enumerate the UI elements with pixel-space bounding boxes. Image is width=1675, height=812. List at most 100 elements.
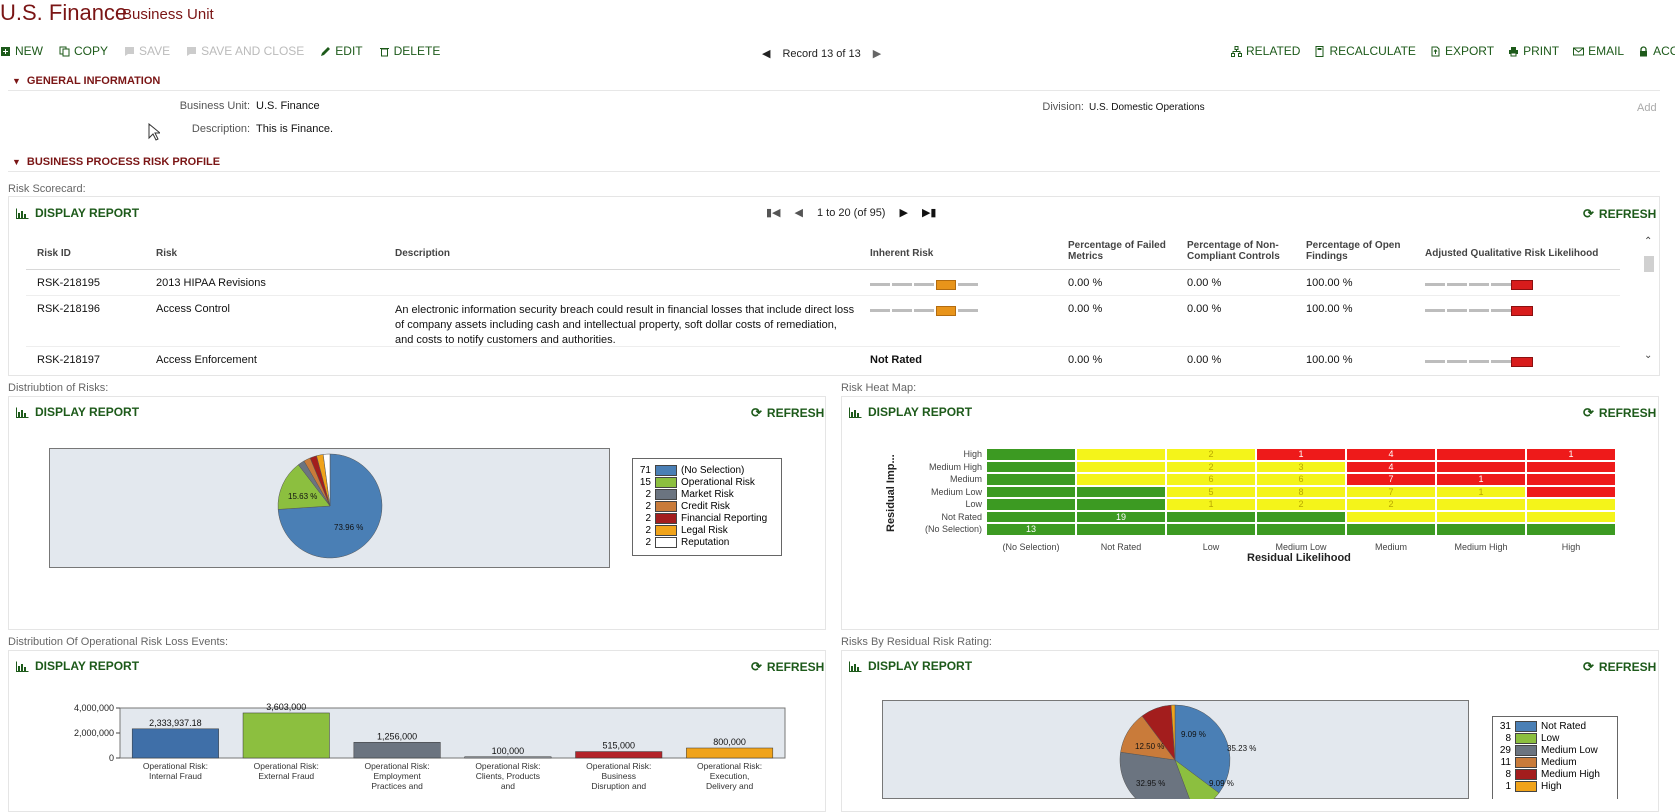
scorecard-refresh-button[interactable]: ⟳ REFRESH: [1583, 206, 1656, 222]
save-and-close-button[interactable]: SAVE AND CLOSE: [186, 44, 304, 58]
heatmap-display-report-button[interactable]: DISPLAY REPORT: [849, 405, 972, 419]
column-header-open-findings[interactable]: Percentage of Open Findings: [1306, 240, 1401, 262]
table-row[interactable]: RSK-218195 2013 HIPAA Revisions 0.00 % 0…: [26, 270, 1620, 294]
heatmap-cell[interactable]: [1436, 498, 1526, 511]
heatmap-cell[interactable]: 8: [1256, 485, 1346, 498]
heatmap-cell[interactable]: [986, 448, 1076, 461]
heatmap-cell[interactable]: [1076, 448, 1166, 461]
heatmap-cell[interactable]: [1256, 510, 1346, 523]
export-button[interactable]: EXPORT: [1430, 44, 1494, 58]
heatmap-cell[interactable]: 1: [1436, 473, 1526, 486]
edit-button[interactable]: EDIT: [320, 44, 363, 58]
heatmap-cell[interactable]: [1166, 523, 1256, 536]
heatmap-refresh-button[interactable]: ⟳ REFRESH: [1583, 405, 1656, 421]
heatmap-cell[interactable]: 2: [1166, 460, 1256, 473]
oprisk-refresh-button[interactable]: ⟳ REFRESH: [751, 659, 824, 675]
heatmap-cell[interactable]: 1: [1166, 498, 1256, 511]
delete-button[interactable]: DELETE: [379, 44, 440, 58]
copy-button[interactable]: COPY: [59, 44, 108, 58]
table-row[interactable]: RSK-218197 Access Enforcement Not Rated …: [26, 347, 1620, 371]
first-page-icon[interactable]: ▮◀: [766, 207, 781, 219]
heatmap-cell[interactable]: [1526, 498, 1616, 511]
column-header-risk[interactable]: Risk: [156, 248, 178, 259]
next-page-icon[interactable]: ▶: [899, 207, 908, 219]
heatmap-cell[interactable]: 3: [1256, 460, 1346, 473]
related-button[interactable]: RELATED: [1231, 44, 1300, 58]
heatmap-cell[interactable]: [1346, 510, 1436, 523]
column-header-inherent-risk[interactable]: Inherent Risk: [870, 248, 934, 259]
heatmap-cell[interactable]: [1076, 498, 1166, 511]
heatmap-cell[interactable]: [986, 498, 1076, 511]
legend-item: 8 Medium High: [1493, 768, 1617, 780]
heatmap-cell[interactable]: [1076, 485, 1166, 498]
column-header-risk-likelihood[interactable]: Adjusted Qualitative Risk Likelihood: [1425, 248, 1599, 259]
column-header-noncompliant-controls[interactable]: Percentage of Non-Compliant Controls: [1187, 240, 1280, 262]
heatmap-cell[interactable]: [1436, 460, 1526, 473]
heatmap-cell[interactable]: [1166, 510, 1256, 523]
heatmap-cell[interactable]: [1076, 460, 1166, 473]
print-button[interactable]: PRINT: [1508, 44, 1559, 58]
scroll-down-icon[interactable]: ⌄: [1644, 350, 1653, 361]
distribution-refresh-button[interactable]: ⟳ REFRESH: [751, 405, 824, 421]
column-header-description[interactable]: Description: [395, 248, 451, 259]
general-information-header[interactable]: ▼ GENERAL INFORMATION: [12, 75, 160, 87]
save-button[interactable]: SAVE: [124, 44, 170, 58]
residual-display-report-button[interactable]: DISPLAY REPORT: [849, 659, 972, 673]
column-header-risk-id[interactable]: Risk ID: [37, 248, 71, 259]
heatmap-cell[interactable]: [986, 460, 1076, 473]
heatmap-cell[interactable]: 7: [1346, 473, 1436, 486]
access-button[interactable]: ACCES: [1638, 44, 1675, 58]
recalculate-button[interactable]: RECALCULATE: [1314, 44, 1416, 58]
heatmap-cell[interactable]: 2: [1256, 498, 1346, 511]
heatmap-cell[interactable]: 2: [1346, 498, 1436, 511]
heatmap-cell[interactable]: 1: [1256, 448, 1346, 461]
heatmap-cell[interactable]: 1: [1436, 485, 1526, 498]
heatmap-cell[interactable]: [1346, 523, 1436, 536]
scrollbar-thumb[interactable]: [1644, 256, 1654, 272]
email-button[interactable]: EMAIL: [1573, 44, 1624, 58]
heatmap-cell[interactable]: [986, 510, 1076, 523]
distribution-display-report-button[interactable]: DISPLAY REPORT: [16, 405, 139, 419]
heatmap-cell[interactable]: [1076, 473, 1166, 486]
division-value[interactable]: U.S. Domestic Operations: [1089, 102, 1205, 113]
heatmap-cell[interactable]: 19: [1076, 510, 1166, 523]
heatmap-cell[interactable]: [1436, 448, 1526, 461]
heatmap-cell[interactable]: [1526, 460, 1616, 473]
heatmap-cell[interactable]: [986, 485, 1076, 498]
scroll-up-icon[interactable]: ⌃: [1644, 236, 1653, 247]
heatmap-cell[interactable]: [1256, 523, 1346, 536]
previous-page-icon[interactable]: ◀: [794, 207, 803, 219]
heatmap-cell[interactable]: [1526, 473, 1616, 486]
heatmap-cell[interactable]: [1436, 523, 1526, 536]
heatmap-cell[interactable]: [1526, 485, 1616, 498]
heatmap-cell[interactable]: [1076, 523, 1166, 536]
heatmap-cell[interactable]: 4: [1346, 448, 1436, 461]
heatmap-cell[interactable]: 4: [1346, 460, 1436, 473]
next-record-icon[interactable]: ▶: [872, 48, 882, 60]
table-row[interactable]: RSK-218196 Access Control An electronic …: [26, 296, 1620, 346]
scorecard-scrollbar[interactable]: ⌃ ⌄: [1642, 236, 1656, 370]
new-button[interactable]: NEW: [0, 44, 43, 58]
oprisk-display-report-button[interactable]: DISPLAY REPORT: [16, 659, 139, 673]
heatmap-cell[interactable]: [1436, 510, 1526, 523]
refresh-icon: ⟳: [751, 405, 762, 420]
heatmap-cell[interactable]: [986, 473, 1076, 486]
column-header-failed-metrics[interactable]: Percentage of Failed Metrics: [1068, 240, 1166, 262]
add-link[interactable]: Add: [1637, 102, 1657, 114]
heatmap-cell[interactable]: 6: [1166, 473, 1256, 486]
heatmap-cell[interactable]: 7: [1346, 485, 1436, 498]
scorecard-display-report-button[interactable]: DISPLAY REPORT: [16, 206, 139, 220]
risk-profile-label: BUSINESS PROCESS RISK PROFILE: [26, 156, 221, 168]
residual-refresh-button[interactable]: ⟳ REFRESH: [1583, 659, 1656, 675]
heatmap-cell[interactable]: 5: [1166, 485, 1256, 498]
heatmap-cell[interactable]: 2: [1166, 448, 1256, 461]
heatmap-cell[interactable]: 6: [1256, 473, 1346, 486]
heatmap-cell[interactable]: 13: [986, 523, 1076, 536]
heatmap-cell[interactable]: 1: [1526, 448, 1616, 461]
heatmap-cell[interactable]: [1526, 523, 1616, 536]
legend-count: 29: [1499, 744, 1511, 756]
heatmap-cell[interactable]: [1526, 510, 1616, 523]
previous-record-icon[interactable]: ◀: [762, 48, 771, 60]
risk-profile-header[interactable]: ▼ BUSINESS PROCESS RISK PROFILE: [12, 156, 220, 168]
last-page-icon[interactable]: ▶▮: [921, 207, 937, 219]
